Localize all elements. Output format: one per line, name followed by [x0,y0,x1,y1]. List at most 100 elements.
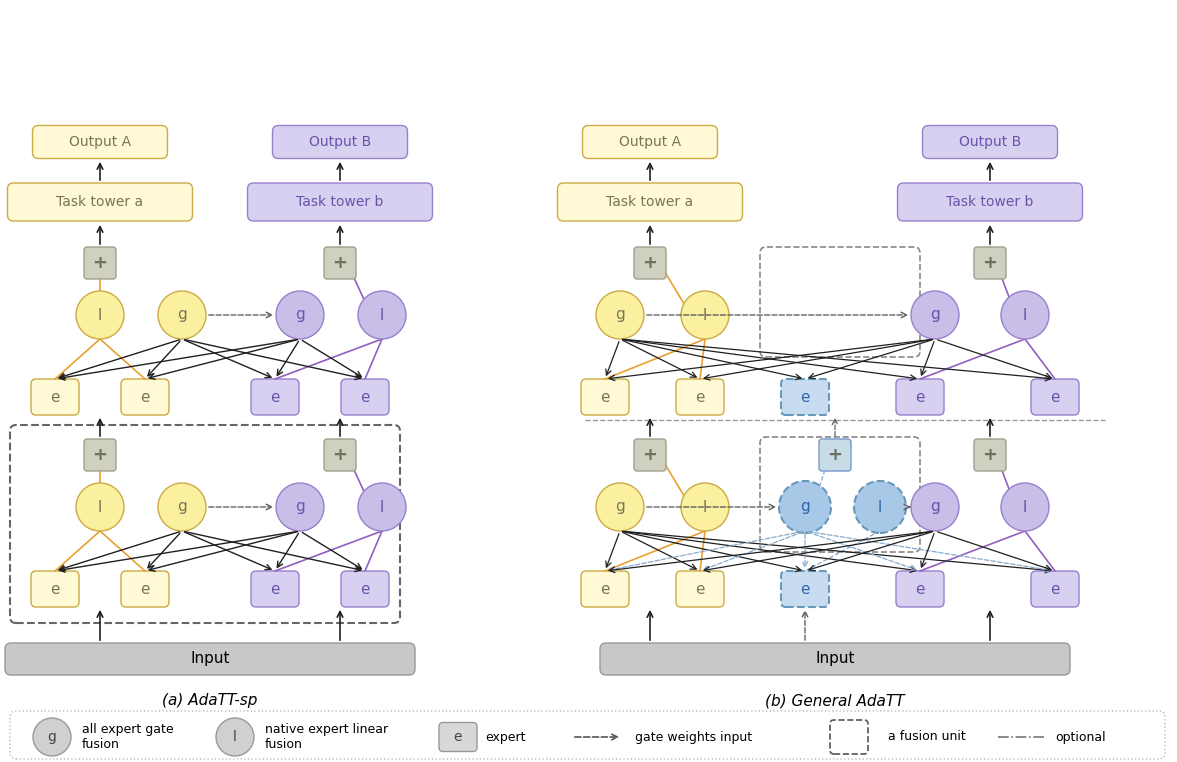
Circle shape [1000,483,1049,531]
Text: (a) AdaTT-sp: (a) AdaTT-sp [162,693,258,709]
Text: e: e [140,581,149,597]
Circle shape [77,291,124,339]
FancyBboxPatch shape [676,379,724,415]
Text: g: g [930,308,940,322]
Circle shape [358,483,406,531]
Text: optional: optional [1055,731,1105,744]
Circle shape [33,718,71,756]
FancyBboxPatch shape [898,183,1083,221]
FancyBboxPatch shape [558,183,743,221]
FancyBboxPatch shape [251,571,299,607]
FancyBboxPatch shape [5,643,415,675]
Text: expert: expert [485,731,525,744]
FancyBboxPatch shape [439,722,477,751]
FancyBboxPatch shape [84,439,117,471]
Text: e: e [800,389,810,405]
FancyBboxPatch shape [9,711,1165,759]
FancyBboxPatch shape [84,247,117,279]
Text: l: l [1023,500,1028,514]
FancyBboxPatch shape [896,571,944,607]
Circle shape [681,483,729,531]
Text: l: l [703,308,707,322]
Text: Task tower b: Task tower b [297,195,384,209]
FancyBboxPatch shape [923,126,1057,158]
FancyBboxPatch shape [1031,379,1079,415]
Text: e: e [1050,389,1059,405]
FancyBboxPatch shape [583,126,718,158]
Text: +: + [983,446,997,464]
Text: l: l [878,500,882,514]
Circle shape [779,481,831,533]
Circle shape [911,483,959,531]
FancyBboxPatch shape [634,439,666,471]
Text: Input: Input [816,652,855,667]
Text: e: e [600,581,610,597]
FancyBboxPatch shape [896,379,944,415]
FancyBboxPatch shape [324,439,355,471]
Text: Task tower a: Task tower a [606,195,693,209]
Text: +: + [93,254,107,272]
FancyBboxPatch shape [634,247,666,279]
FancyBboxPatch shape [324,247,355,279]
Text: e: e [600,389,610,405]
Text: e: e [1050,581,1059,597]
Text: g: g [930,500,940,514]
Text: e: e [696,389,705,405]
Text: e: e [696,581,705,597]
FancyBboxPatch shape [341,571,390,607]
Text: Task tower b: Task tower b [946,195,1033,209]
FancyBboxPatch shape [121,571,169,607]
FancyBboxPatch shape [7,183,193,221]
Text: g: g [47,730,56,744]
Text: Output B: Output B [959,135,1022,149]
Circle shape [358,291,406,339]
Text: +: + [643,446,658,464]
Text: +: + [332,446,347,464]
Text: e: e [360,581,370,597]
Circle shape [77,483,124,531]
Circle shape [158,291,206,339]
Text: g: g [295,500,305,514]
Text: Input: Input [191,652,230,667]
Text: l: l [233,730,237,744]
Text: e: e [360,389,370,405]
Circle shape [596,291,644,339]
Text: Output B: Output B [308,135,371,149]
Circle shape [158,483,206,531]
FancyBboxPatch shape [782,571,829,607]
Text: l: l [380,500,384,514]
Text: +: + [93,446,107,464]
Text: +: + [827,446,843,464]
Circle shape [596,483,644,531]
Text: (b) General AdaTT: (b) General AdaTT [765,693,905,709]
Text: g: g [177,500,187,514]
Text: g: g [800,500,810,514]
FancyBboxPatch shape [33,126,167,158]
Text: e: e [140,389,149,405]
Text: l: l [1023,308,1028,322]
Text: g: g [616,500,625,514]
FancyBboxPatch shape [273,126,407,158]
Text: g: g [177,308,187,322]
Circle shape [275,483,324,531]
Text: l: l [98,308,102,322]
Text: Output A: Output A [619,135,681,149]
Circle shape [911,291,959,339]
Text: all expert gate
fusion: all expert gate fusion [82,723,174,751]
Text: +: + [332,254,347,272]
FancyBboxPatch shape [819,439,851,471]
Text: e: e [916,389,925,405]
FancyBboxPatch shape [251,379,299,415]
Text: native expert linear
fusion: native expert linear fusion [265,723,388,751]
FancyBboxPatch shape [600,643,1070,675]
Text: e: e [916,581,925,597]
Text: e: e [271,389,280,405]
Text: e: e [51,581,60,597]
FancyBboxPatch shape [581,379,629,415]
FancyBboxPatch shape [581,571,629,607]
FancyBboxPatch shape [782,379,829,415]
Text: e: e [454,730,463,744]
Text: l: l [380,308,384,322]
Text: l: l [703,500,707,514]
FancyBboxPatch shape [121,379,169,415]
